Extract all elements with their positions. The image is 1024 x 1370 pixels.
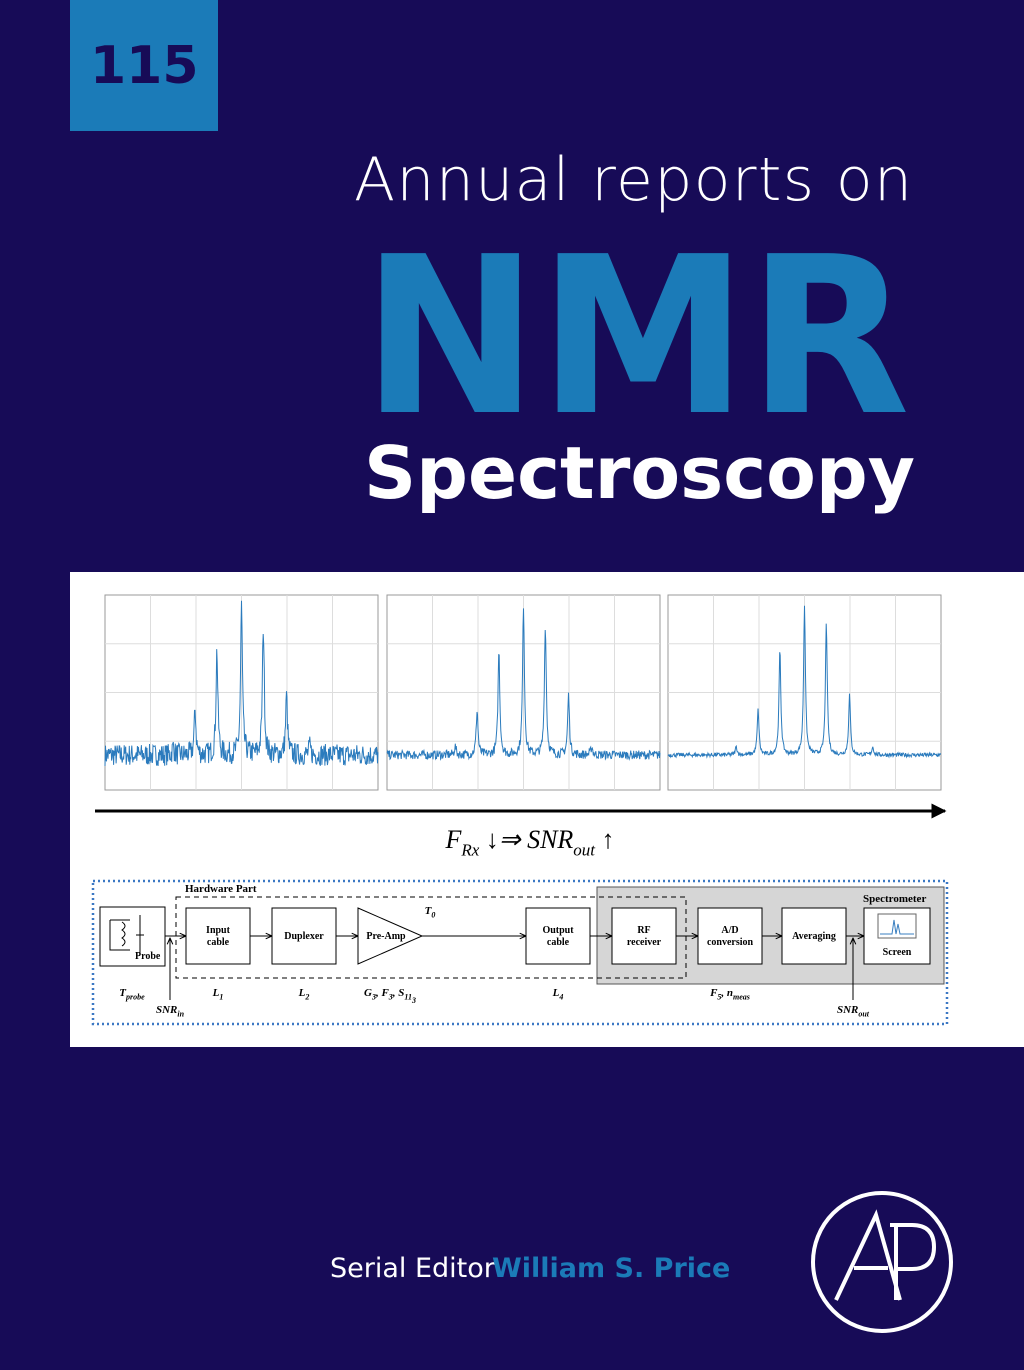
- text-part: ↑: [595, 825, 615, 854]
- volume-number: 115: [90, 36, 199, 96]
- text-part: T: [119, 987, 127, 999]
- block: [271, 907, 337, 965]
- text-part: L: [552, 987, 560, 999]
- block-label: Output: [542, 925, 574, 936]
- editor-name: William S. Price: [492, 1253, 730, 1284]
- block-label: cable: [207, 937, 230, 948]
- param-label: F5, nmeas: [709, 987, 750, 1002]
- text-part: G: [364, 987, 372, 999]
- spectrometer-label: Spectrometer: [863, 893, 926, 905]
- block: [611, 907, 677, 965]
- text-part: SNR: [156, 1004, 177, 1016]
- block-label: Duplexer: [284, 931, 324, 942]
- probe-circuit: [109, 915, 144, 955]
- block-label: Pre-Amp: [366, 931, 406, 942]
- subscript: 3: [371, 993, 376, 1002]
- text-part: F: [444, 825, 462, 854]
- hardware-box: [175, 896, 687, 979]
- subscript: 1: [219, 993, 223, 1002]
- spectra: [104, 594, 942, 791]
- block-label: Averaging: [792, 931, 836, 942]
- subscript: 4: [558, 993, 563, 1002]
- subscript: 2: [304, 993, 309, 1002]
- snr-label: SNRin: [156, 1004, 185, 1019]
- param-label: T0: [425, 905, 436, 920]
- block-label: A/D: [721, 925, 738, 936]
- title-sub: Spectroscopy: [364, 431, 915, 515]
- text-part: L: [298, 987, 306, 999]
- param-label: Tprobe: [119, 987, 145, 1002]
- subscript: 3: [411, 996, 416, 1005]
- block-label: Input: [206, 925, 231, 936]
- text-part: SNR: [837, 1004, 858, 1016]
- subscript: 0: [431, 911, 435, 920]
- text-part: L: [212, 987, 220, 999]
- probe-box: [99, 906, 166, 967]
- title-line: Annual reports on: [354, 145, 912, 215]
- snr-label: SNRout: [837, 1004, 870, 1019]
- param-label: L1: [212, 987, 224, 1002]
- subscript: out: [858, 1010, 869, 1019]
- editor-role: Serial Editor: [330, 1253, 496, 1284]
- subscript: out: [573, 841, 596, 860]
- text-part: T: [425, 905, 433, 917]
- screen-label: Screen: [883, 947, 912, 958]
- block-label: RF: [637, 925, 650, 936]
- screen-spectrum: [880, 919, 914, 935]
- block: [525, 907, 591, 965]
- param-label: G3, F3, S113: [364, 987, 416, 1005]
- param-label: L2: [298, 987, 310, 1002]
- spectrum-trace: [386, 608, 661, 761]
- subscript: in: [177, 1010, 184, 1019]
- text-part: F: [709, 987, 718, 999]
- diagram-frame: [91, 879, 949, 1026]
- volume-box: [70, 0, 218, 131]
- subscript: meas: [733, 993, 750, 1002]
- subscript: 5: [717, 993, 721, 1002]
- text-part: , F: [375, 987, 390, 999]
- publisher-logo: [811, 1191, 953, 1333]
- block-label: cable: [547, 937, 570, 948]
- subscript: Rx: [460, 841, 479, 860]
- probe-label: Probe: [135, 951, 161, 962]
- subscript: 11: [404, 993, 412, 1002]
- spectrum-trace: [667, 605, 941, 759]
- title-main: NMR: [362, 211, 910, 464]
- text-part: ↓⇒ SNR: [479, 825, 573, 854]
- block: [697, 907, 763, 965]
- param-label: L4: [552, 987, 564, 1002]
- subscript: probe: [125, 993, 145, 1002]
- spectrum-trace: [104, 600, 379, 767]
- subscript: 3: [388, 993, 393, 1002]
- relation: FRx ↓⇒ SNRout ↑: [444, 825, 614, 860]
- block-label: conversion: [707, 937, 754, 948]
- block: [185, 907, 251, 965]
- group-label: Hardware Part: [185, 883, 257, 895]
- block-label: receiver: [627, 937, 662, 948]
- text-part: , S: [392, 987, 405, 999]
- text-part: , n: [720, 987, 733, 999]
